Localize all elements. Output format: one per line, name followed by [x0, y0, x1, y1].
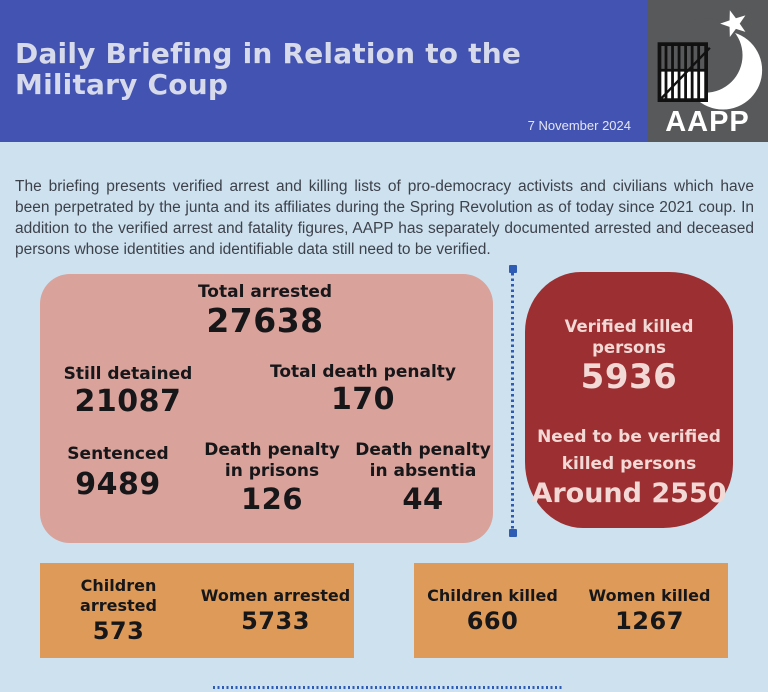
aapp-logo-art	[657, 10, 762, 110]
star-icon	[719, 10, 745, 37]
stat-value: 21087	[74, 384, 182, 420]
stat-label: Children killed	[427, 586, 558, 606]
divider-cap-bottom	[508, 529, 517, 537]
briefing-date: 7 November 2024	[527, 118, 631, 133]
stat-value: 5733	[241, 607, 310, 636]
stat-label: Death penalty in prisons	[204, 440, 340, 482]
header-title-area: Daily Briefing in Relation to the Milita…	[0, 0, 647, 142]
stat-total-arrested: Total arrested 27638	[198, 282, 332, 340]
stat-children-arrested: Children arrested 573	[40, 576, 197, 645]
stat-value: 126	[240, 481, 304, 516]
page-title: Daily Briefing in Relation to the Milita…	[15, 37, 522, 101]
arrested-children-women-panel: Children arrested 573 Women arrested 573…	[40, 563, 354, 658]
divider-dots	[511, 273, 514, 529]
horizontal-dotted-divider	[213, 686, 562, 689]
stat-value: 9489	[75, 467, 161, 503]
stat-women-arrested: Women arrested 5733	[197, 586, 354, 635]
aapp-logo: AAPP	[647, 0, 768, 142]
stat-label: Verified killed persons	[564, 317, 694, 358]
stat-value: 170	[330, 382, 396, 418]
stat-value: 44	[402, 481, 444, 516]
killed-stats-panel: Verified killed persons 5936 Need to be …	[525, 272, 733, 528]
stat-label: Death penalty in absentia	[355, 440, 491, 482]
stat-value: Around 2550	[531, 477, 727, 509]
divider-cap-top	[508, 265, 517, 273]
stat-label: Women arrested	[200, 586, 351, 606]
stat-value: 27638	[206, 301, 324, 341]
stat-still-detained: Still detained 21087	[64, 364, 193, 419]
content-area: The briefing presents verified arrest an…	[0, 142, 768, 692]
stat-label: Children arrested	[80, 576, 157, 616]
arrest-stats-panel: Total arrested 27638 Still detained 2108…	[40, 274, 493, 543]
stat-death-penalty-absentia: Death penalty in absentia 44	[355, 440, 491, 515]
stat-value: 1267	[615, 607, 684, 636]
stat-women-killed: Women killed 1267	[571, 586, 728, 635]
stat-children-killed: Children killed 660	[414, 586, 571, 635]
intro-paragraph: The briefing presents verified arrest an…	[15, 178, 754, 258]
stat-value: 660	[466, 607, 519, 636]
stat-label: Total death penalty	[270, 362, 456, 382]
stat-label: Need to be verified killed persons	[537, 427, 721, 474]
stat-value: 5936	[580, 356, 678, 397]
killed-children-women-panel: Children killed 660 Women killed 1267	[414, 563, 728, 658]
vertical-dotted-divider	[508, 265, 517, 537]
stat-sentenced: Sentenced 9489	[67, 444, 168, 502]
stat-label: Still detained	[63, 364, 193, 384]
stat-label: Total arrested	[197, 282, 333, 302]
stat-label: Women killed	[588, 586, 711, 606]
prison-bars-icon	[657, 42, 711, 102]
stat-value: 573	[92, 617, 145, 646]
header-banner: Daily Briefing in Relation to the Milita…	[0, 0, 768, 142]
stat-death-penalty-prisons: Death penalty in prisons 126	[204, 440, 340, 515]
stat-label: Sentenced	[67, 444, 169, 464]
stat-total-death-penalty: Total death penalty 170	[270, 362, 456, 417]
aapp-logo-text: AAPP	[665, 106, 750, 138]
